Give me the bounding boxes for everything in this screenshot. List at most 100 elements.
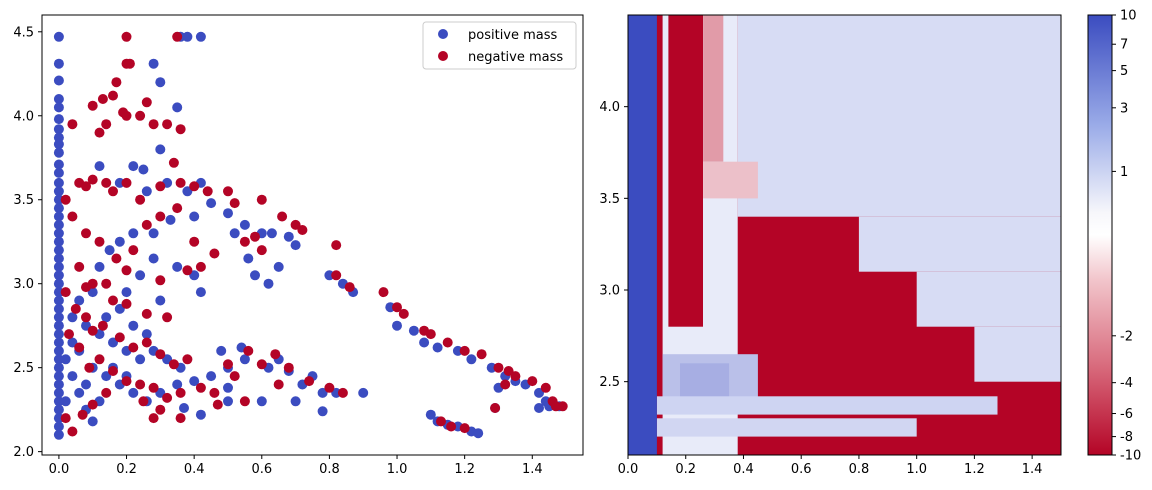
negative-mass-point xyxy=(344,282,355,293)
negative-mass-point xyxy=(189,181,200,192)
x-tick-label: 1.2 xyxy=(454,462,475,477)
negative-mass-point xyxy=(141,308,152,319)
negative-mass-point xyxy=(202,186,213,197)
colorbar-tick-label: -6 xyxy=(1120,407,1133,422)
negative-mass-point xyxy=(195,382,206,393)
positive-mass-point xyxy=(53,429,64,440)
positive-mass-point xyxy=(60,354,71,365)
heatmap-region xyxy=(916,271,1061,327)
negative-mass-point xyxy=(168,157,179,168)
positive-mass-point xyxy=(135,354,146,365)
negative-mass-point xyxy=(256,194,267,205)
negative-mass-point xyxy=(135,110,146,121)
positive-mass-point xyxy=(243,253,254,264)
negative-mass-point xyxy=(398,308,409,319)
positive-mass-point xyxy=(53,362,64,373)
y-tick-label: 2.0 xyxy=(13,445,34,460)
y-tick-label: 2.5 xyxy=(13,361,34,376)
negative-mass-point xyxy=(60,413,71,424)
heatmap-region xyxy=(668,15,703,327)
positive-mass-point xyxy=(53,278,64,289)
positive-mass-point xyxy=(53,139,64,150)
negative-mass-point xyxy=(540,382,551,393)
negative-mass-point xyxy=(162,312,173,323)
negative-mass-point xyxy=(239,236,250,247)
positive-mass-point xyxy=(155,295,166,306)
colorbar-tick-label: 1 xyxy=(1120,165,1128,180)
negative-mass-point xyxy=(175,413,186,424)
y-tick-label: 3.5 xyxy=(599,192,620,207)
positive-mass-point xyxy=(290,240,301,251)
positive-mass-point xyxy=(179,403,189,413)
legend: positive mass negative mass xyxy=(422,21,577,70)
positive-mass-point xyxy=(53,371,64,382)
positive-mass-point xyxy=(53,379,64,390)
positive-mass-point xyxy=(53,94,64,104)
negative-mass-point xyxy=(87,325,98,336)
negative-mass-point xyxy=(128,245,139,256)
positive-mass-point xyxy=(53,167,64,178)
positive-mass-point xyxy=(53,219,64,230)
positive-mass-point xyxy=(195,287,206,298)
heatmap-region xyxy=(656,418,917,437)
negative-mass-point xyxy=(229,198,240,209)
negative-mass-point xyxy=(94,127,105,138)
negative-mass-point xyxy=(331,240,342,251)
x-tick-label: 0.0 xyxy=(618,462,639,477)
negative-mass-point xyxy=(101,177,112,188)
scatter-frame xyxy=(41,14,584,456)
negative-mass-point xyxy=(81,312,91,323)
positive-mass-point xyxy=(273,261,284,272)
positive-mass-point xyxy=(141,329,152,340)
positive-mass-point xyxy=(53,236,64,247)
colorbar-tick-label: 10 xyxy=(1120,9,1137,24)
negative-mass-point xyxy=(121,31,132,42)
positive-mass-point xyxy=(67,371,78,382)
heatmap-region xyxy=(656,396,998,415)
colorbar-tick-label: 3 xyxy=(1120,101,1128,116)
y-tick-label: 4.5 xyxy=(13,25,34,40)
positive-mass-point xyxy=(534,387,544,398)
negative-mass-point xyxy=(189,236,200,247)
negative-mass-point xyxy=(87,399,98,410)
x-tick-label: 0.2 xyxy=(675,462,696,477)
positive-mass-point xyxy=(182,31,193,42)
x-tick-label: 0.8 xyxy=(319,462,340,477)
negative-mass-point xyxy=(60,194,71,205)
positive-mass-point xyxy=(53,387,64,398)
positive-mass-point xyxy=(128,387,139,398)
negative-mass-point xyxy=(155,404,166,415)
negative-mass-point xyxy=(446,421,457,432)
positive-mass-point xyxy=(148,253,159,264)
negative-mass-point xyxy=(94,236,105,247)
positive-mass-point xyxy=(425,409,436,420)
negative-mass-point xyxy=(182,354,193,365)
positive-mass-point xyxy=(53,186,64,197)
y-tick-label: 3.0 xyxy=(13,277,34,292)
positive-mass-point xyxy=(534,403,544,413)
x-tick-label: 0.6 xyxy=(251,462,272,477)
positive-mass-point xyxy=(432,342,443,353)
positive-mass-point xyxy=(74,295,85,306)
negative-mass-point xyxy=(124,58,135,69)
positive-mass-point xyxy=(358,387,369,398)
positive-mass-point xyxy=(53,320,64,331)
positive-mass-point xyxy=(141,186,152,197)
positive-mass-point xyxy=(189,376,200,387)
negative-mass-point xyxy=(87,100,98,111)
positive-mass-point xyxy=(53,404,64,415)
negative-mass-point xyxy=(94,354,105,365)
positive-mass-point xyxy=(53,75,64,86)
positive-mass-point xyxy=(317,387,328,398)
negative-mass-point xyxy=(64,329,74,340)
heatmap-panel: 0.0 0.2 0.4 0.6 0.8 1.0 1.2 1.4 2.53.03.54.0 10… xyxy=(599,9,1141,478)
positive-mass-point xyxy=(53,228,64,239)
positive-mass-point xyxy=(250,270,260,281)
positive-mass-point xyxy=(195,31,206,42)
positive-mass-point xyxy=(266,228,277,239)
negative-mass-point xyxy=(243,345,254,356)
negative-mass-point xyxy=(162,119,173,130)
negative-mass-point xyxy=(97,94,108,104)
negative-mass-point xyxy=(70,303,81,314)
heatmap-x-axis: 0.0 0.2 0.4 0.6 0.8 1.0 1.2 1.4 xyxy=(618,455,1042,477)
